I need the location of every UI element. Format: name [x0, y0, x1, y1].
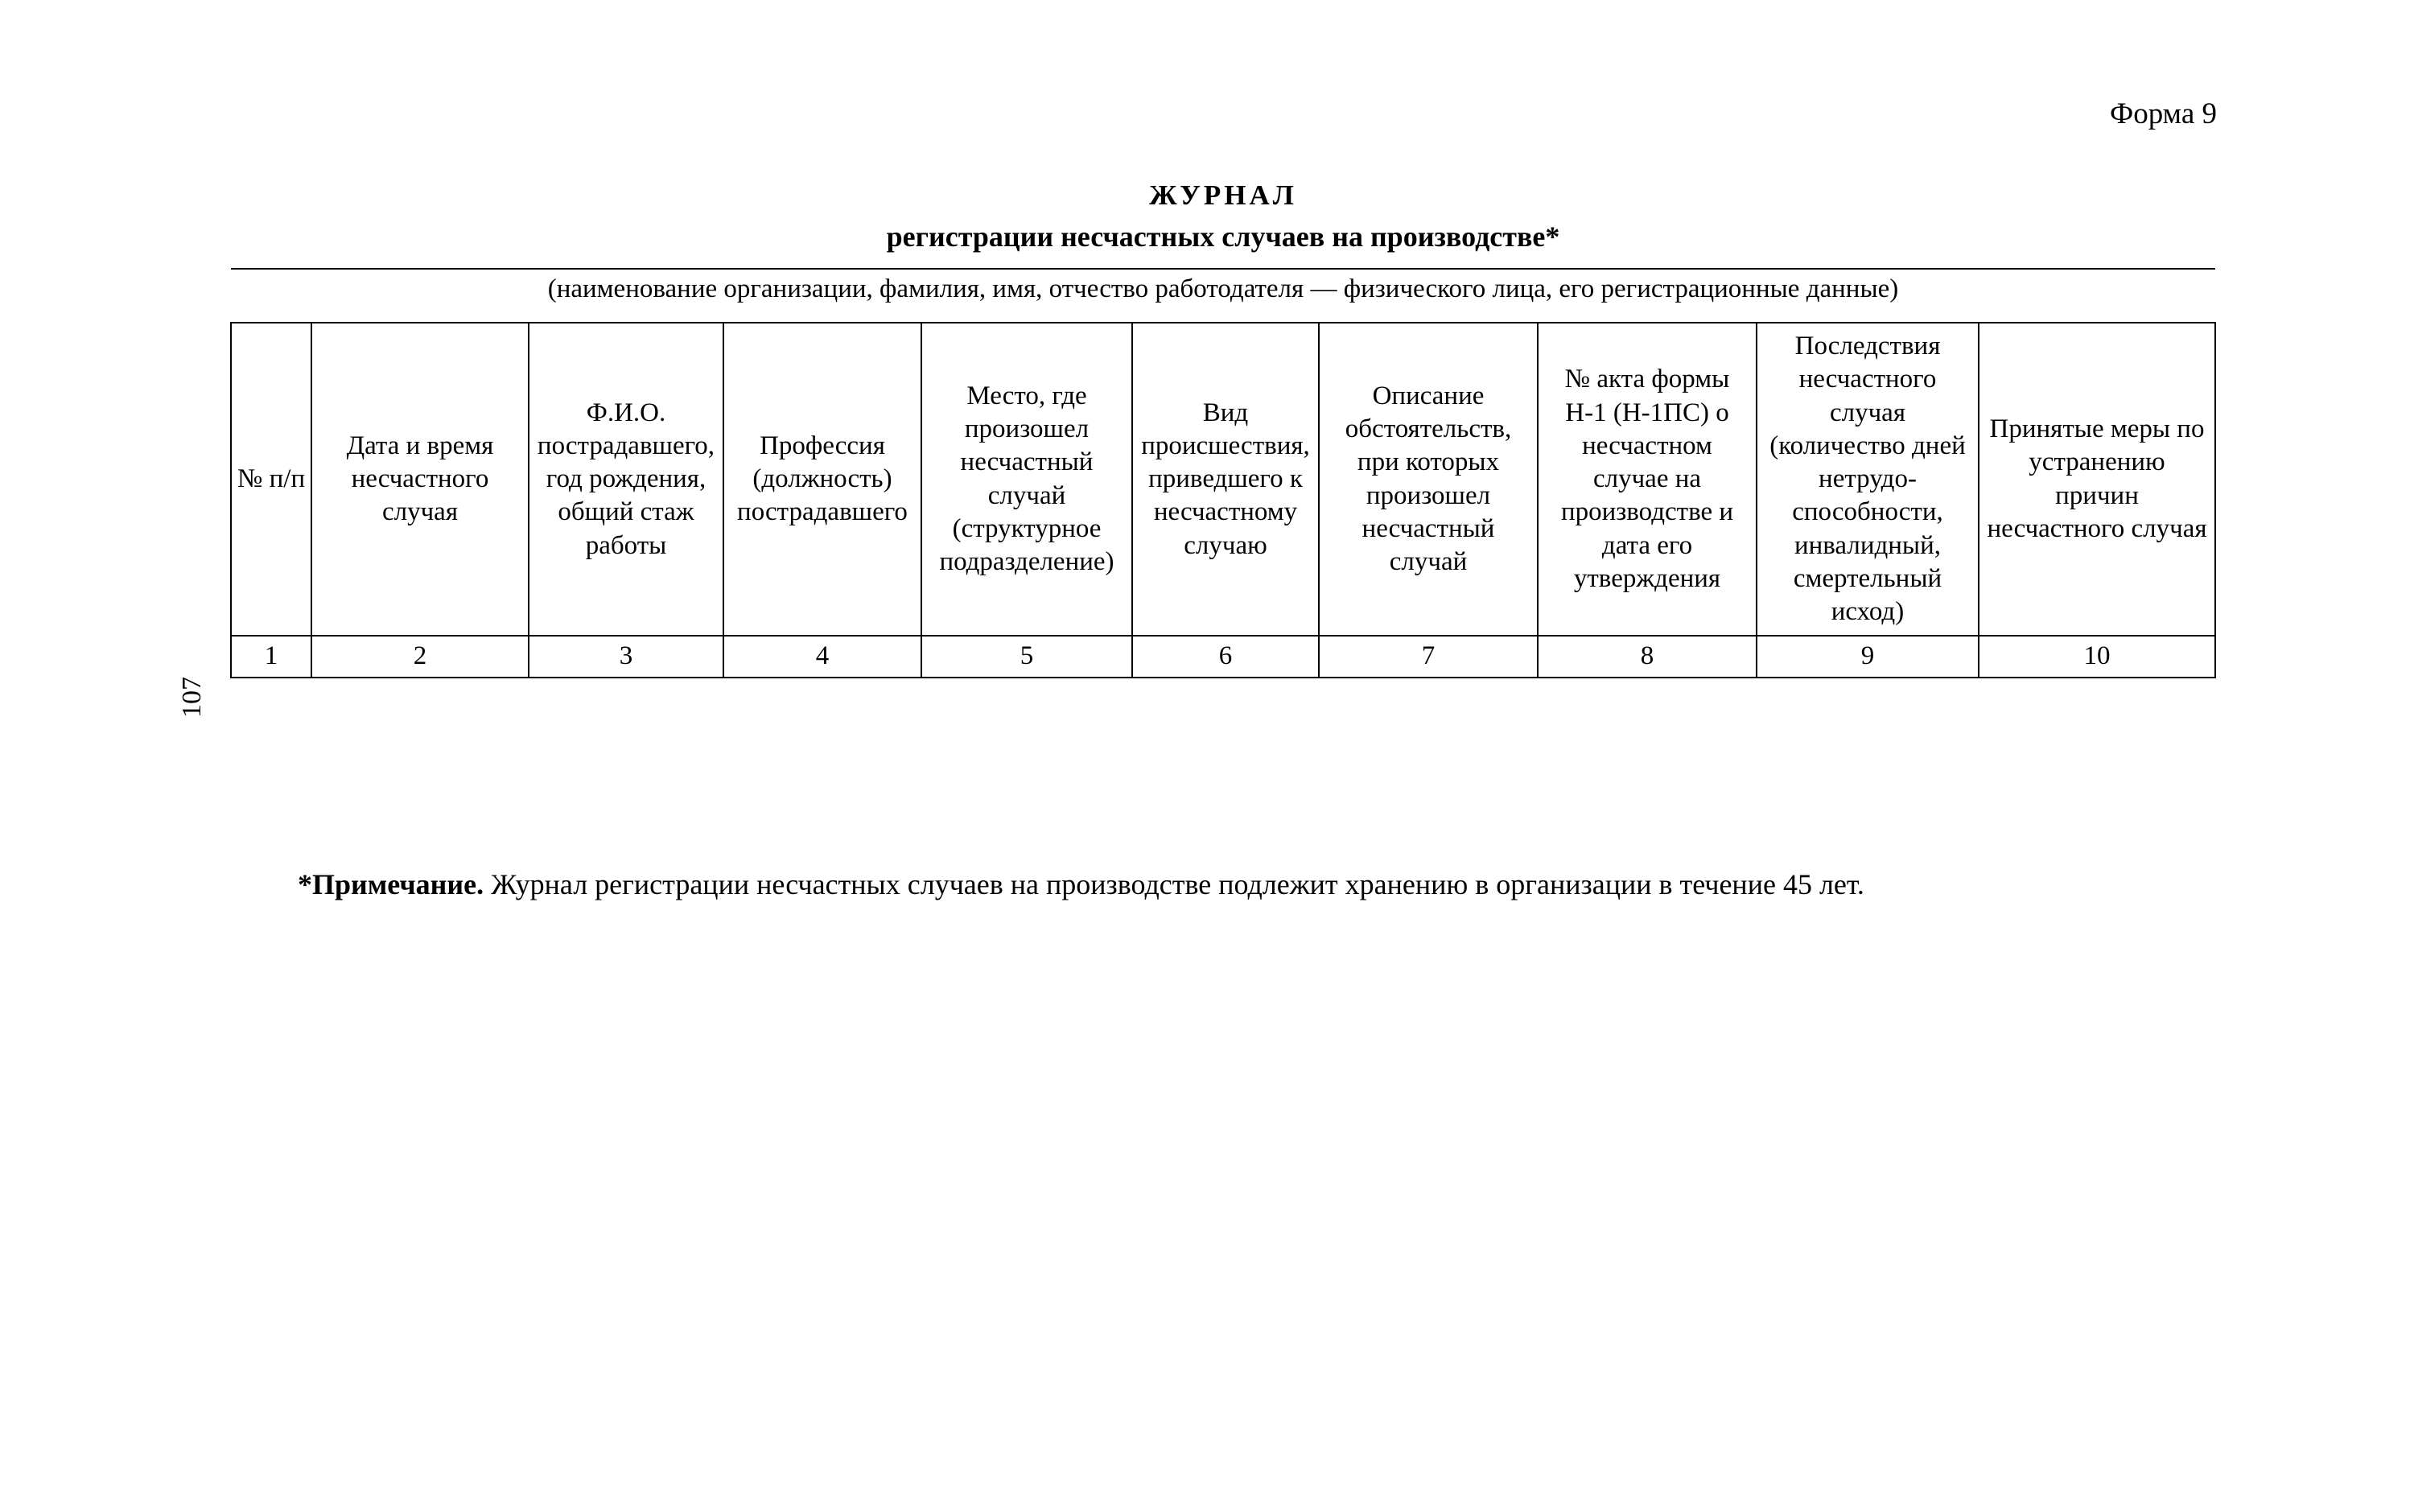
table-cell: 5 [921, 636, 1132, 677]
page-number: 107 [177, 677, 208, 718]
title-sub: регистрации несчастных случаев на произв… [217, 220, 2229, 253]
table-header: Последствия несчастного случая (количест… [1757, 323, 1979, 636]
table-header: Вид происшест­вия, привед­шего к не­счас… [1132, 323, 1319, 636]
table-header: Принятые меры по устранению причин несча… [1979, 323, 2215, 636]
table-cell: 3 [529, 636, 723, 677]
title-main: ЖУРНАЛ [217, 179, 2229, 212]
table-header: Профессия (должность) пострадав­шего [723, 323, 921, 636]
table-cell: 10 [1979, 636, 2215, 677]
footnote-text: Журнал регистрации несчастных случаев на… [484, 868, 1864, 900]
table-cell: 2 [311, 636, 529, 677]
table-header-row: № п/п Дата и время несчастного случая Ф.… [231, 323, 2215, 636]
table-header: Дата и время несчастного случая [311, 323, 529, 636]
table-header: № п/п [231, 323, 311, 636]
journal-table: № п/п Дата и время несчастного случая Ф.… [230, 322, 2216, 678]
footnote: *Примечание. Журнал регистрации несчастн… [298, 867, 1864, 901]
table-number-row: 1 2 3 4 5 6 7 8 9 10 [231, 636, 2215, 677]
table-header: Место, где произошел несчастный случай (… [921, 323, 1132, 636]
org-fill-line-wrap: (наименование организации, фамилия, имя,… [231, 268, 2215, 304]
table-header: Описание обстоятельств, при которых прои… [1319, 323, 1538, 636]
table-cell: 6 [1132, 636, 1319, 677]
table-cell: 1 [231, 636, 311, 677]
table-header: Ф.И.О. пострадав­шего, год рождения, общ… [529, 323, 723, 636]
table-cell: 8 [1538, 636, 1757, 677]
table-cell: 4 [723, 636, 921, 677]
form-label: Форма 9 [217, 97, 2229, 131]
footnote-label: *Примечание. [298, 868, 484, 900]
org-fill-line [231, 268, 2215, 270]
table-cell: 9 [1757, 636, 1979, 677]
table-header: № акта формы Н-1 (Н-1ПС) о несчастном сл… [1538, 323, 1757, 636]
table-cell: 7 [1319, 636, 1538, 677]
org-caption: (наименование организации, фамилия, имя,… [231, 274, 2215, 304]
